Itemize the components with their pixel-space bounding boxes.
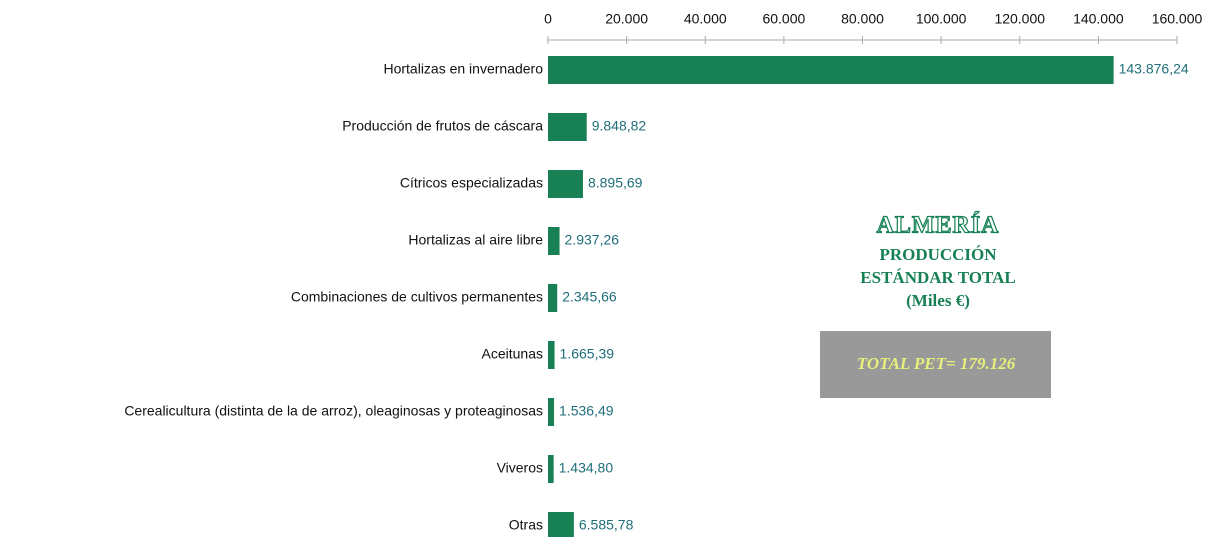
value-label: 2.345,66 [562,289,617,305]
bar [548,227,560,255]
bar [548,56,1114,84]
y-tick-label: Producción de frutos de cáscara [342,118,543,134]
value-label: 1.536,49 [559,403,614,419]
value-label: 8.895,69 [588,175,643,191]
chart-title: ALMERÍA [876,213,999,239]
y-tick-label: Otras [509,517,543,533]
x-tick-label: 120.000 [994,11,1045,27]
x-tick-label: 160.000 [1152,11,1203,27]
y-tick-label: Cerealicultura (distinta de la de arroz)… [124,403,543,419]
bar [548,284,558,312]
x-tick-label: 60.000 [762,11,805,27]
value-label: 143.876,24 [1119,61,1189,77]
x-tick-label: 80.000 [841,11,884,27]
x-tick-label: 20.000 [605,11,648,27]
y-tick-label: Cítricos especializadas [400,175,543,191]
value-label: 9.848,82 [592,118,647,134]
subtitle-line: ESTÁNDAR TOTAL [860,268,1015,287]
subtitle-line: PRODUCCIÓN [879,245,997,264]
y-tick-label: Viveros [497,460,543,476]
x-tick-label: 0 [544,11,552,27]
y-tick-label: Hortalizas al aire libre [408,232,543,248]
bar [548,512,574,537]
value-label: 2.937,26 [565,232,620,248]
bar [548,113,587,141]
y-tick-label: Combinaciones de cultivos permanentes [291,289,543,305]
x-tick-label: 100.000 [916,11,967,27]
bar [548,455,554,483]
bar [548,170,583,198]
subtitle-line: (Miles €) [906,291,970,310]
y-tick-label: Hortalizas en invernadero [383,61,543,77]
bar [548,398,555,426]
value-label: 6.585,78 [579,517,634,533]
x-tick-label: 140.000 [1073,11,1124,27]
bar [548,341,555,369]
y-tick-label: Aceitunas [482,346,543,362]
annotation-box [820,331,1051,398]
annotation: TOTAL PET= 179.126 [857,354,1016,373]
x-tick-label: 40.000 [684,11,727,27]
value-label: 1.434,80 [559,460,614,476]
value-label: 1.665,39 [560,346,615,362]
